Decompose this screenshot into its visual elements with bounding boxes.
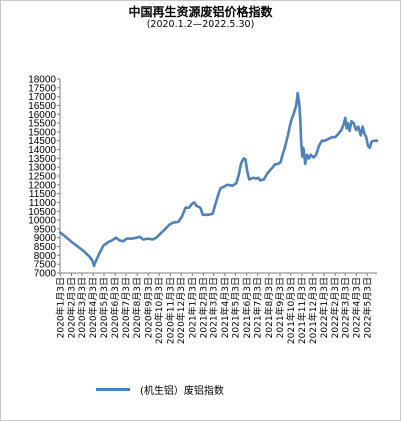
y-tick-label: 12000 — [28, 180, 56, 191]
y-tick-label: 8500 — [34, 242, 57, 253]
x-tick-label: 2021年2月3日 — [198, 277, 210, 338]
y-tick-label: 15500 — [28, 119, 56, 130]
y-axis: 7000750080008500900095001000010500110001… — [28, 75, 61, 280]
y-tick-label: 11000 — [29, 198, 57, 209]
x-tick-label: 2020年7月3日 — [120, 277, 132, 338]
legend: (机生铝）废铝指数 — [96, 381, 224, 397]
series-group — [58, 91, 379, 268]
x-tick-label: 2020年11月3日 — [164, 277, 176, 344]
y-tick-label: 7500 — [34, 260, 57, 271]
x-tick-label: 2020年1月3日 — [54, 277, 66, 338]
x-tick-label: 2021年9月3日 — [274, 277, 286, 338]
y-tick-label: 15000 — [28, 127, 56, 138]
x-tick-label: 2021年5月3日 — [230, 277, 242, 338]
x-tick-label: 2020年8月3日 — [131, 277, 143, 338]
y-tick-label: 10500 — [28, 207, 56, 218]
x-tick-label: 2020年12月3日 — [175, 277, 187, 344]
y-tick-label: 9000 — [34, 233, 57, 244]
y-tick-label: 9500 — [34, 224, 57, 235]
y-tick-label: 11500 — [29, 189, 57, 200]
y-tick-label: 17500 — [28, 83, 56, 94]
legend-label: (机生铝）废铝指数 — [140, 385, 224, 397]
x-tick-label: 2022年4月3日 — [350, 277, 362, 338]
y-tick-label: 14000 — [28, 145, 56, 156]
x-tick-label: 2020年5月3日 — [98, 277, 110, 338]
y-tick-label: 16000 — [28, 110, 56, 121]
x-tick-label: 2021年12月3日 — [307, 277, 319, 344]
x-tick-label: 2020年4月3日 — [87, 277, 99, 338]
x-tick-label: 2021年4月3日 — [219, 277, 231, 338]
x-tick-label: 2021年11月3日 — [296, 277, 308, 344]
x-tick-label: 2022年1月3日 — [318, 277, 330, 338]
x-tick-label: 2020年3月3日 — [76, 277, 88, 338]
x-tick-label: 2020年9月3日 — [142, 277, 154, 338]
chart-subtitle: (2020.1.2—2022.5.30) — [146, 19, 255, 30]
x-tick-label: 2021年3月3日 — [208, 277, 220, 338]
y-tick-label: 10000 — [28, 216, 56, 227]
x-axis: 2020年1月3日 2020年2月3日 2020年3月3日 2020年4月3日 2020… — [54, 272, 377, 344]
y-tick-label: 7000 — [34, 269, 57, 280]
x-tick-label: 2021年8月3日 — [263, 277, 275, 338]
legend-swatch — [96, 387, 130, 391]
x-tick-label: 2021年6月3日 — [241, 277, 253, 338]
x-tick-label: 2020年2月3日 — [66, 277, 78, 338]
series-line — [58, 91, 379, 268]
x-tick-label: 2021年1月3日 — [186, 277, 198, 338]
x-tick-label: 2022年2月3日 — [329, 277, 341, 338]
y-tick-label: 14500 — [28, 136, 56, 147]
y-tick-label: 18000 — [28, 75, 56, 86]
x-tick-label: 2020年6月3日 — [109, 277, 121, 338]
y-tick-label: 13500 — [28, 154, 56, 165]
x-tick-label: 2020年10月3日 — [153, 277, 165, 344]
y-tick-label: 8000 — [34, 251, 57, 262]
y-tick-label: 13000 — [28, 163, 56, 174]
x-tick-label: 2022年3月3日 — [339, 277, 351, 338]
chart-title: 中国再生资源废铝价格指数 — [128, 5, 273, 19]
x-tick-label: 2021年7月3日 — [252, 277, 264, 338]
y-tick-label: 12500 — [28, 172, 56, 183]
x-tick-label: 2022年5月3日 — [361, 277, 373, 338]
y-tick-label: 17000 — [28, 92, 56, 103]
x-tick-label: 2021年10月3日 — [285, 277, 297, 344]
y-tick-label: 16500 — [28, 101, 56, 112]
